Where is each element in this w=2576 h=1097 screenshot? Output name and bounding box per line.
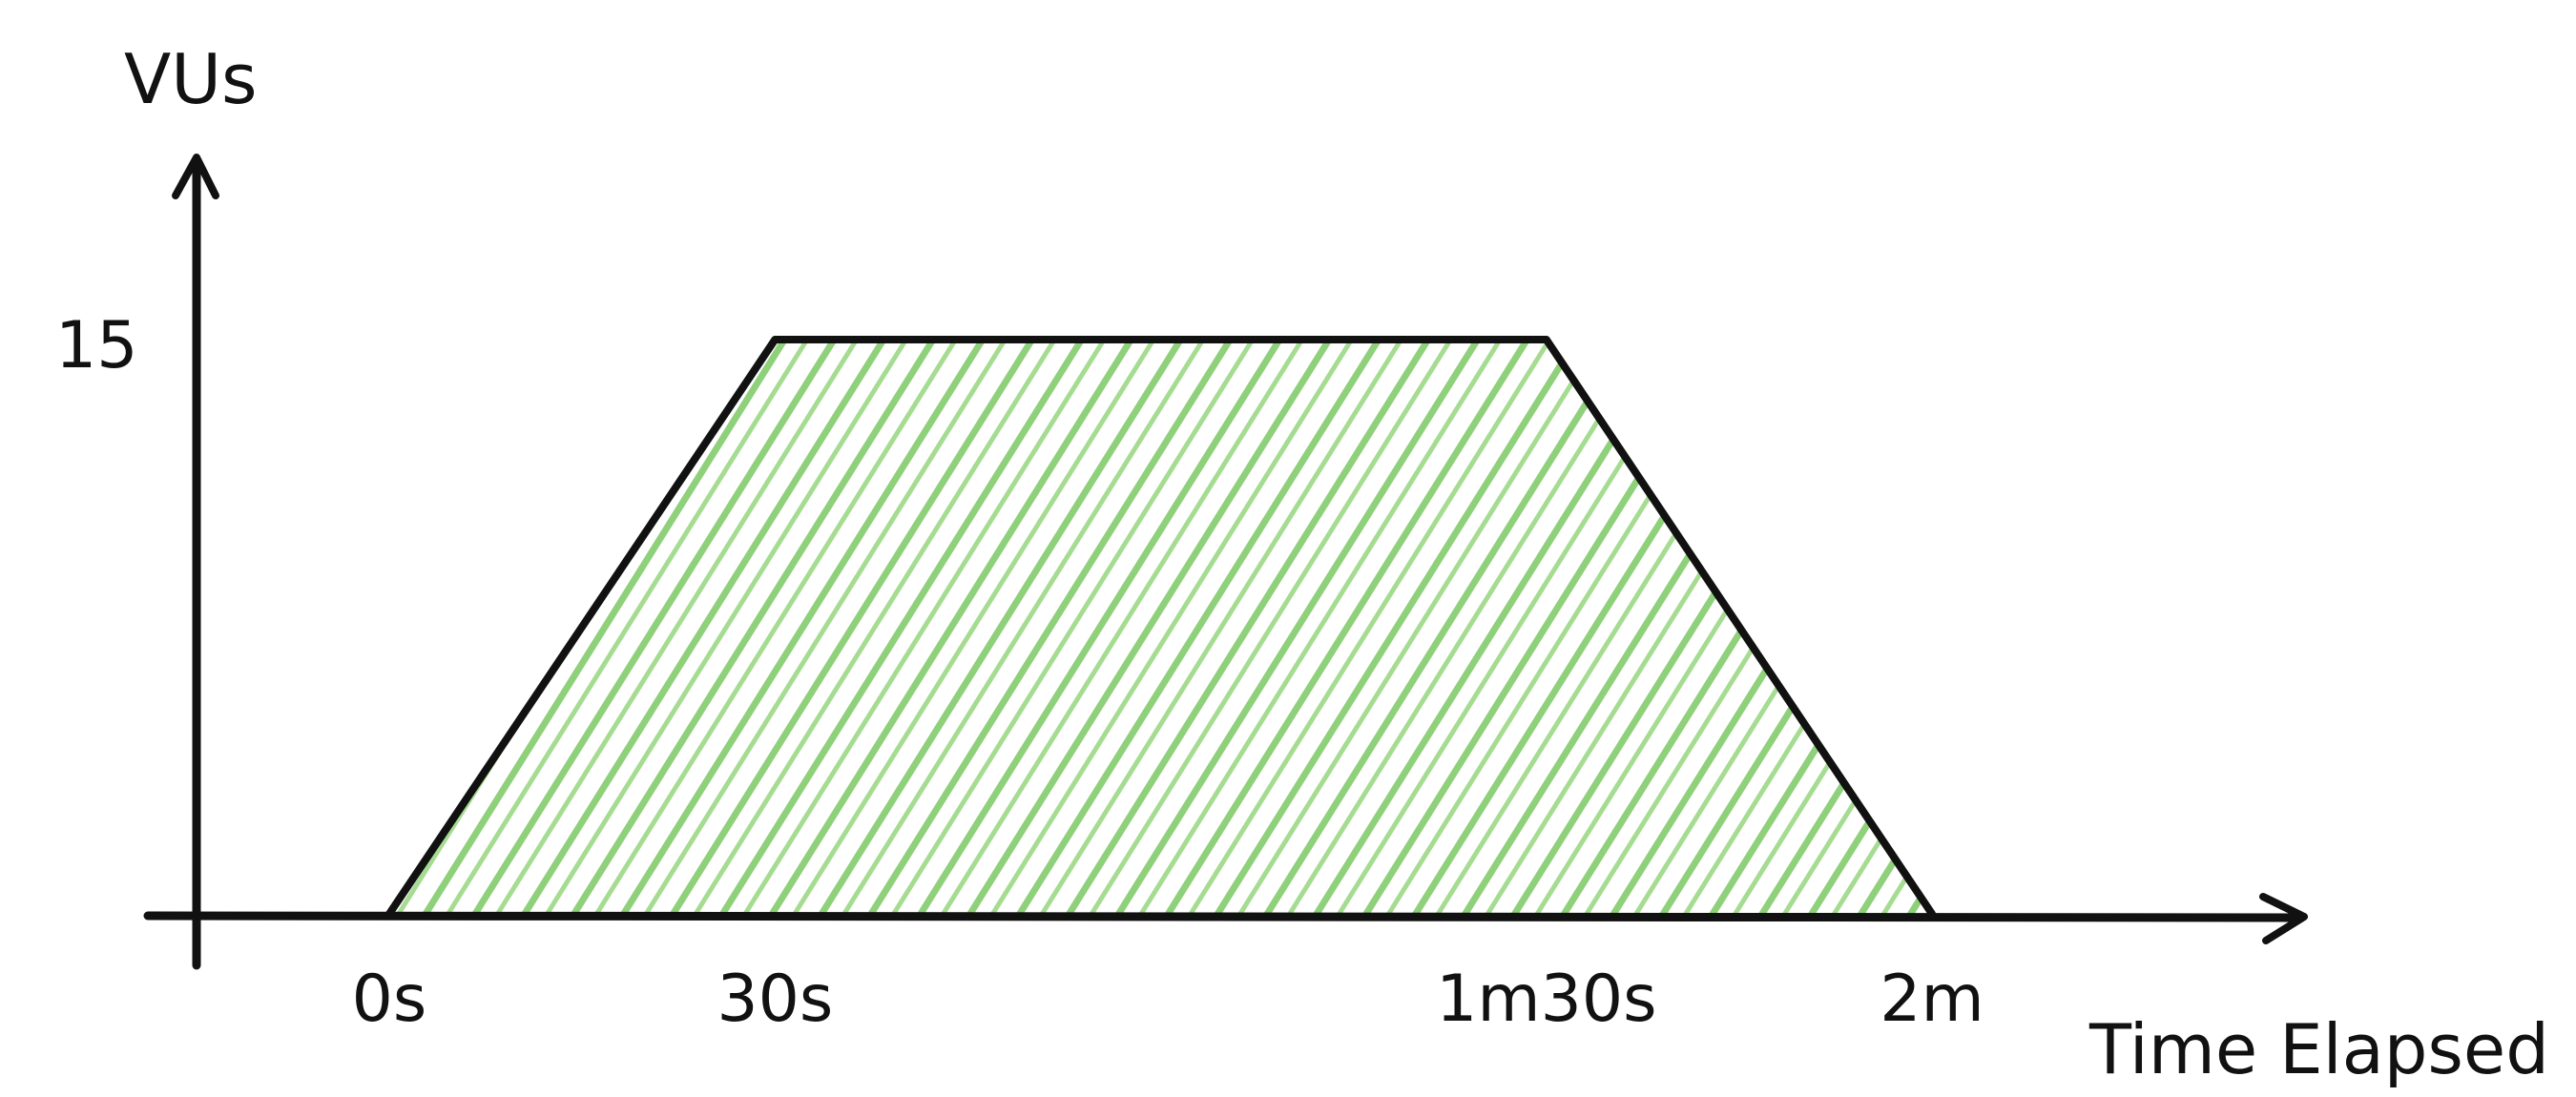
x-axis-title: Time Elapsed: [2088, 1009, 2549, 1089]
y-tick-label: 15: [55, 308, 138, 383]
x-tick-label: 1m30s: [1436, 962, 1656, 1037]
series-line: [385, 336, 1936, 918]
x-tick-label: 0s: [352, 962, 427, 1037]
x-tick-label: 30s: [717, 962, 833, 1037]
x-axis-line: [143, 911, 2304, 922]
y-axis-arrow-icon: [172, 154, 219, 199]
x-tick-label: 2m: [1880, 962, 1984, 1037]
series-area-fill: [389, 340, 1932, 914]
x-axis-arrow-icon: [2259, 893, 2308, 944]
y-axis-title: VUs: [124, 39, 257, 119]
